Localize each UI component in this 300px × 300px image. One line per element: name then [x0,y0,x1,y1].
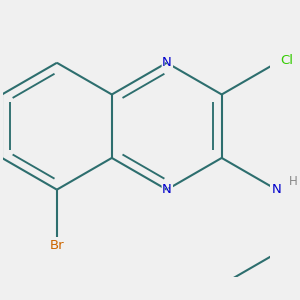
Text: Cl: Cl [277,52,296,70]
Text: N: N [272,183,281,196]
Text: Cl: Cl [280,54,293,67]
Text: N: N [162,183,172,196]
Text: H: H [289,175,298,188]
Text: Br: Br [46,236,68,254]
Text: Br: Br [50,239,64,252]
Text: N: N [160,54,174,72]
Text: N: N [162,56,172,69]
Text: H: H [287,174,300,189]
Text: N: N [269,181,284,199]
Text: N: N [160,181,174,199]
